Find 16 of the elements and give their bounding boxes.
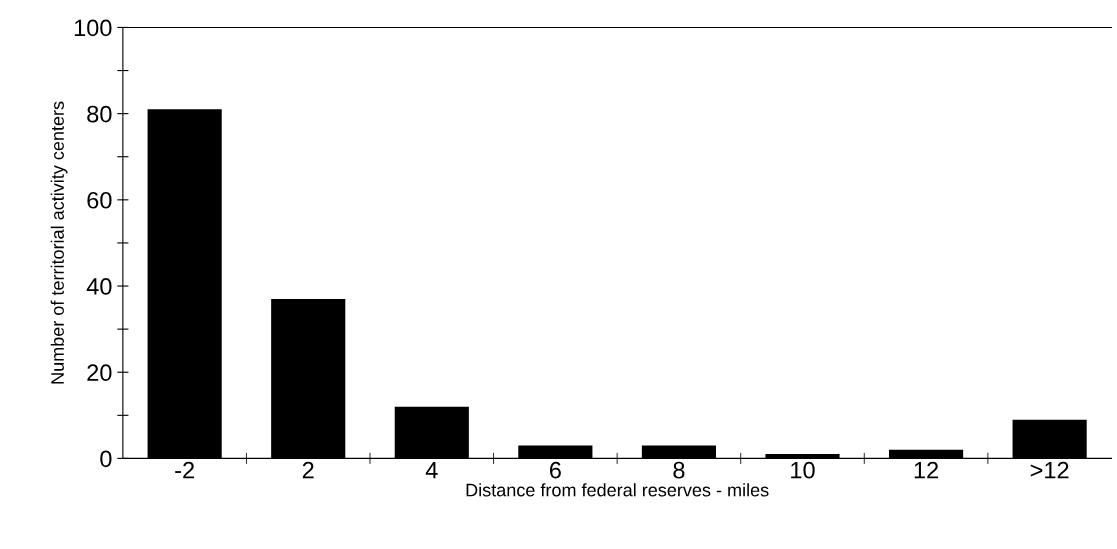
x-tick-label: 6 — [549, 461, 561, 479]
x-tick-label: 12 — [914, 461, 939, 479]
y-tick-label: 40 — [86, 278, 112, 295]
y-tick-label: 0 — [100, 450, 112, 468]
y-tick-label: 80 — [87, 105, 112, 123]
y-tick-label: 20 — [87, 364, 112, 382]
x-axis-title: Distance from federal reserves - miles — [466, 483, 769, 497]
x-tick-label: -2 — [175, 461, 194, 479]
y-tick-label: 100 — [74, 19, 112, 37]
y-axis-title: Number of territorial activity centers — [50, 101, 68, 384]
x-tick-label: 8 — [673, 461, 685, 479]
x-tick-label: 2 — [302, 461, 314, 479]
y-tick-label: 60 — [87, 191, 112, 209]
x-tick-label: 4 — [425, 462, 438, 479]
x-tick-label: 10 — [791, 461, 815, 479]
x-tick-label: >12 — [1030, 461, 1069, 479]
